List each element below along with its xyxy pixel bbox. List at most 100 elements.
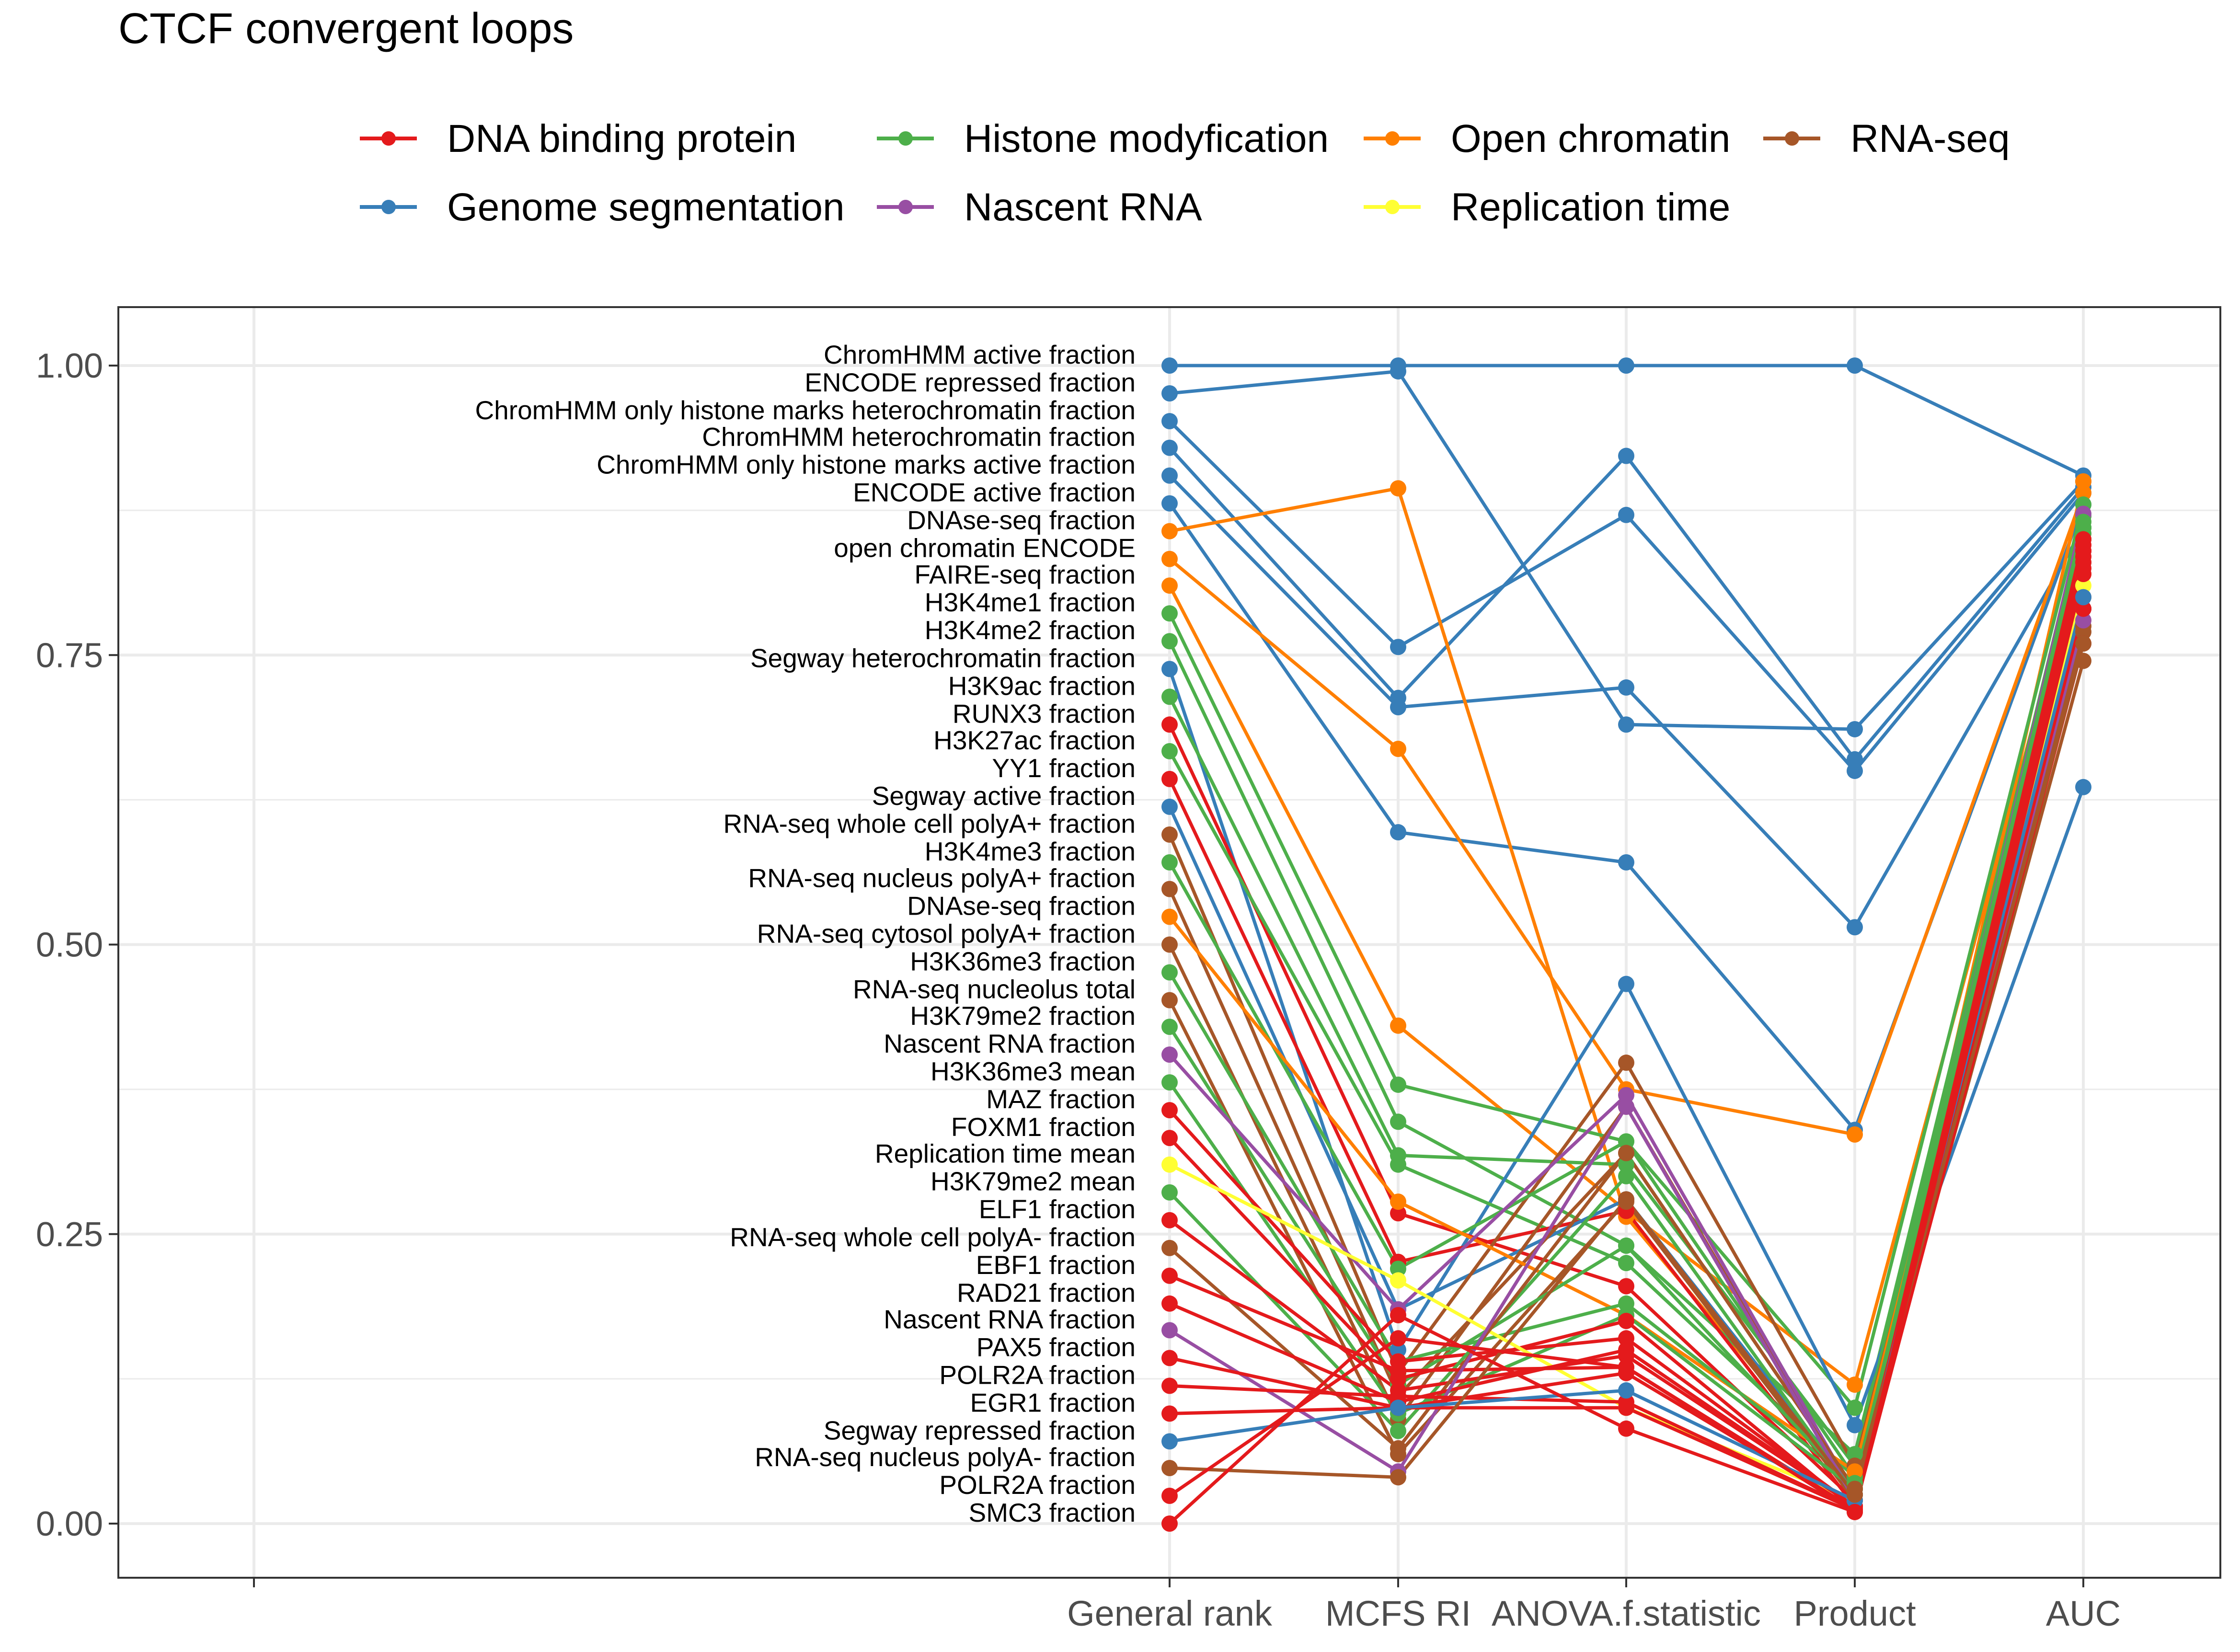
data-point bbox=[1618, 357, 1634, 374]
data-point bbox=[1390, 824, 1406, 841]
feature-label: FAIRE-seq fraction bbox=[914, 560, 1136, 589]
data-point bbox=[1618, 1255, 1634, 1272]
data-point bbox=[1390, 1272, 1406, 1289]
legend-item: Histone modyfication bbox=[877, 117, 1329, 161]
data-point bbox=[1618, 1237, 1634, 1254]
data-point bbox=[1161, 467, 1178, 484]
data-point bbox=[1618, 1191, 1634, 1208]
data-point bbox=[1618, 447, 1634, 464]
data-point bbox=[1618, 1156, 1634, 1173]
feature-label: POLR2A fraction bbox=[939, 1470, 1136, 1500]
data-point bbox=[1161, 1459, 1178, 1476]
x-tick-label: Product bbox=[1793, 1594, 1916, 1633]
data-point bbox=[1161, 1184, 1178, 1201]
legend-item: Nascent RNA bbox=[877, 185, 1202, 229]
legend-label: Open chromatin bbox=[1451, 117, 1730, 161]
feature-label: RNA-seq whole cell polyA- fraction bbox=[730, 1222, 1136, 1252]
data-point bbox=[1618, 1420, 1634, 1437]
data-point bbox=[1161, 688, 1178, 705]
data-point bbox=[1161, 357, 1178, 374]
feature-label: H3K4me2 fraction bbox=[925, 615, 1136, 645]
feature-label: ChromHMM heterochromatin fraction bbox=[702, 422, 1136, 452]
feature-label: open chromatin ENCODE bbox=[834, 533, 1136, 563]
data-point bbox=[1161, 413, 1178, 430]
feature-label: RNA-seq nucleolus total bbox=[853, 975, 1136, 1004]
data-point bbox=[1390, 1307, 1406, 1323]
data-point bbox=[1161, 1046, 1178, 1063]
data-point bbox=[1161, 1019, 1178, 1035]
data-point bbox=[1161, 605, 1178, 622]
data-point bbox=[2075, 779, 2091, 795]
feature-label: YY1 fraction bbox=[992, 753, 1136, 783]
data-point bbox=[1161, 743, 1178, 759]
y-tick-label: 0.00 bbox=[36, 1505, 103, 1543]
x-tick-label: ANOVA.f.statistic bbox=[1492, 1594, 1761, 1633]
feature-label: RAD21 fraction bbox=[957, 1278, 1136, 1308]
data-point bbox=[1390, 1469, 1406, 1486]
legend-label: Replication time bbox=[1451, 185, 1730, 229]
feature-label: RNA-seq whole cell polyA+ fraction bbox=[723, 809, 1136, 838]
data-point bbox=[1161, 908, 1178, 925]
data-point bbox=[1161, 1074, 1178, 1091]
data-point bbox=[1161, 1295, 1178, 1312]
data-point bbox=[1847, 751, 1863, 768]
data-point bbox=[1618, 506, 1634, 523]
data-point bbox=[1618, 975, 1634, 992]
data-point bbox=[1161, 1130, 1178, 1147]
data-point bbox=[1161, 385, 1178, 402]
data-point bbox=[1390, 1113, 1406, 1130]
data-point bbox=[1161, 633, 1178, 650]
legend-item: DNA binding protein bbox=[360, 117, 796, 161]
feature-label: ChromHMM active fraction bbox=[824, 340, 1136, 369]
data-point bbox=[1161, 1377, 1178, 1394]
data-point bbox=[1847, 1376, 1863, 1393]
x-tick-label: General rank bbox=[1067, 1594, 1273, 1633]
data-point bbox=[1618, 1098, 1634, 1115]
data-point bbox=[2075, 473, 2091, 490]
data-point bbox=[1390, 480, 1406, 497]
data-point bbox=[1390, 1193, 1406, 1210]
data-point bbox=[2075, 623, 2091, 640]
legend-dot-icon bbox=[898, 200, 913, 214]
feature-label: ChromHMM only histone marks active fract… bbox=[597, 450, 1136, 480]
data-point bbox=[1618, 1278, 1634, 1295]
feature-label: DNAse-seq fraction bbox=[907, 891, 1136, 920]
data-point bbox=[1847, 721, 1863, 737]
legend-dot-icon bbox=[898, 131, 913, 146]
feature-label: RNA-seq nucleus polyA+ fraction bbox=[748, 863, 1136, 893]
y-tick-label: 1.00 bbox=[36, 347, 103, 385]
data-point bbox=[1618, 1313, 1634, 1330]
data-point bbox=[1161, 1102, 1178, 1119]
feature-label: RNA-seq cytosol polyA+ fraction bbox=[757, 919, 1136, 949]
data-point bbox=[1390, 1205, 1406, 1222]
feature-label: Nascent RNA fraction bbox=[884, 1304, 1136, 1334]
feature-label: H3K79me2 mean bbox=[930, 1167, 1136, 1196]
data-point bbox=[1390, 1330, 1406, 1347]
feature-label: Nascent RNA fraction bbox=[884, 1029, 1136, 1058]
feature-label: EBF1 fraction bbox=[976, 1250, 1136, 1280]
data-point bbox=[1161, 1239, 1178, 1256]
legend: DNA binding protein Histone modyfication O… bbox=[360, 117, 2010, 229]
data-point bbox=[1847, 1446, 1863, 1462]
data-point bbox=[1161, 495, 1178, 512]
data-point bbox=[2075, 600, 2091, 617]
feature-label: SMC3 fraction bbox=[969, 1498, 1136, 1527]
feature-label: EGR1 fraction bbox=[970, 1388, 1136, 1417]
data-point bbox=[1161, 1433, 1178, 1450]
feature-label: H3K79me2 fraction bbox=[910, 1001, 1136, 1031]
data-point bbox=[1618, 1359, 1634, 1376]
feature-label: H3K36me3 mean bbox=[930, 1056, 1136, 1086]
y-tick-label: 0.25 bbox=[36, 1216, 103, 1254]
legend-label: Histone modyfication bbox=[964, 117, 1329, 161]
data-point bbox=[1161, 661, 1178, 677]
data-point bbox=[1161, 881, 1178, 897]
data-point bbox=[1161, 1350, 1178, 1366]
feature-label: PAX5 fraction bbox=[976, 1332, 1136, 1362]
data-point bbox=[1847, 1400, 1863, 1416]
legend-dot-icon bbox=[1385, 131, 1400, 146]
data-point bbox=[1390, 1076, 1406, 1093]
data-point bbox=[1161, 964, 1178, 981]
feature-label: MAZ fraction bbox=[986, 1084, 1136, 1114]
feature-label: RUNX3 fraction bbox=[953, 699, 1136, 728]
